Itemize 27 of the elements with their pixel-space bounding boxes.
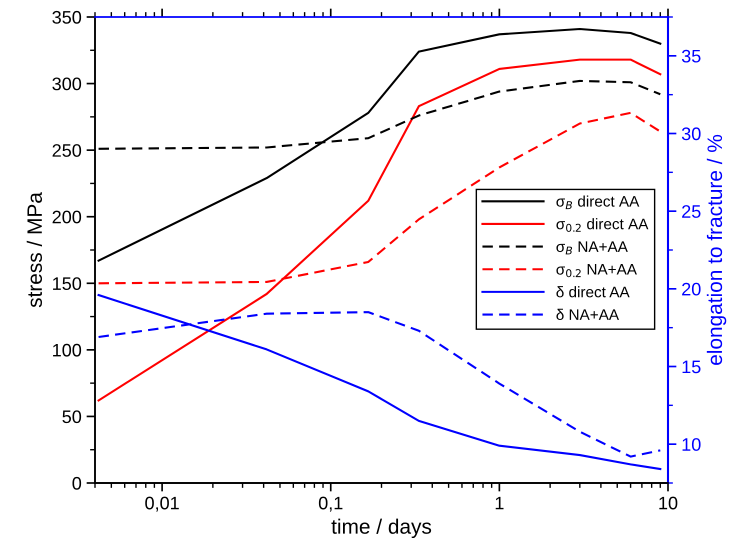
y2-tick-label: 15 <box>682 360 701 374</box>
y-tick-label: 250 <box>52 144 82 157</box>
legend-label: δ direct AA <box>556 286 630 298</box>
legend-label: σ$_{B}$ NA+AA <box>556 241 628 254</box>
y-tick-label: 100 <box>53 344 82 357</box>
legend-label: δ NA+AA <box>556 308 620 320</box>
legend-label: σ$_{B}$ direct AA <box>556 196 640 210</box>
x-tick-label: 10 <box>659 496 678 510</box>
legend-label: σ$_{0.2}$ NA+AA <box>556 264 637 278</box>
x-tick-label: 0,1 <box>318 496 342 512</box>
x-tick-label: 1 <box>496 496 504 510</box>
y-tick-label: 300 <box>52 78 82 90</box>
y-tick-label: 200 <box>52 210 82 224</box>
y-tick-label: 0 <box>72 476 82 490</box>
y2-tick-label: 25 <box>682 205 701 218</box>
y2-tick-label: 20 <box>682 282 701 296</box>
y-tick-label: 50 <box>62 410 82 424</box>
y-tick-label: 150 <box>53 277 82 290</box>
y-axis-title: stress / MPa <box>26 192 42 308</box>
legend-label: σ$_{0.2}$ direct AA <box>556 218 648 232</box>
x-axis-title: time / days <box>331 518 432 538</box>
y2-tick-label: 10 <box>682 438 701 451</box>
y2-axis-title: elongation to fracture / % <box>706 134 726 365</box>
x-tick-label: 0,01 <box>145 496 179 512</box>
y2-tick-label: 30 <box>682 127 701 140</box>
y-tick-label: 350 <box>52 10 82 24</box>
y2-tick-label: 35 <box>682 50 701 63</box>
